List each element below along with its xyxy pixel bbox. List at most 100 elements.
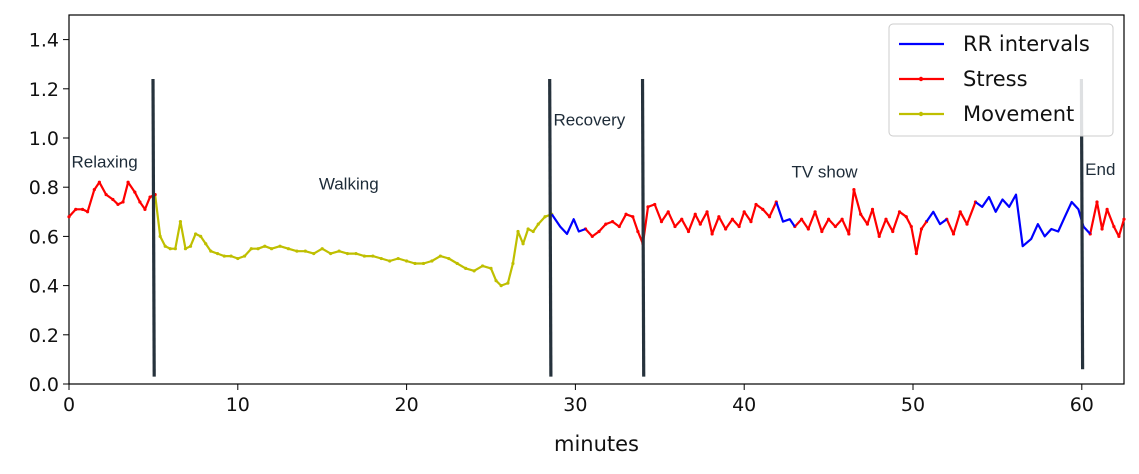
data-point-stress [126, 180, 130, 184]
data-point-stress [710, 232, 714, 236]
y-tick-label: 0.4 [29, 276, 59, 298]
data-point-stress [693, 212, 697, 216]
data-point-stress [847, 232, 851, 236]
data-point-movement [472, 269, 476, 273]
data-point-stress [870, 207, 875, 211]
series-line-stress [1089, 200, 1126, 238]
data-point-stress [852, 188, 856, 192]
data-point-movement [447, 256, 451, 261]
data-point-movement [312, 252, 316, 256]
data-point-stress [833, 224, 837, 229]
data-point-stress [104, 192, 108, 197]
data-point-movement [526, 227, 530, 231]
data-point-movement [396, 256, 400, 261]
data-point-stress [909, 224, 913, 229]
data-point-stress [597, 229, 601, 234]
data-point-movement [263, 244, 267, 248]
data-point-movement [242, 254, 247, 258]
legend-label-stress: Stress [963, 67, 1028, 91]
data-point-stress [827, 217, 831, 221]
data-point-movement [329, 252, 333, 256]
data-point-movement [371, 254, 375, 258]
data-point-stress [754, 202, 758, 207]
series-line-stress [945, 201, 977, 235]
data-point-stress [737, 224, 741, 229]
data-point-movement [511, 261, 515, 266]
legend-label-movement: Movement [963, 102, 1074, 126]
data-point-stress [74, 207, 78, 211]
legend-marker-movement [918, 111, 924, 117]
data-point-movement [413, 261, 417, 266]
data-point-movement [379, 256, 383, 261]
data-point-movement [236, 256, 240, 261]
data-point-stress [914, 252, 918, 256]
data-point-stress [143, 207, 147, 211]
data-point-movement [215, 252, 220, 256]
y-tick-label: 0.0 [29, 374, 59, 396]
x-axis-title: minutes [554, 432, 639, 456]
series-line-rr-intervals [775, 201, 796, 228]
phase-label-recovery: Recovery [553, 111, 625, 130]
data-point-movement [269, 247, 274, 251]
x-tick-label: 40 [732, 394, 756, 416]
data-point-movement [158, 234, 162, 238]
data-point-stress [590, 234, 594, 238]
data-point-stress [617, 224, 621, 229]
data-point-stress [636, 229, 640, 234]
data-point-movement [204, 242, 208, 246]
legend-label-rr-intervals: RR intervals [963, 32, 1090, 56]
phase-label-tv-show: TV show [791, 162, 858, 181]
data-point-movement [430, 259, 434, 263]
data-point-movement [421, 261, 426, 266]
data-point-movement [516, 229, 520, 234]
data-point-stress [116, 202, 120, 207]
data-point-movement [286, 247, 291, 251]
data-point-stress [884, 217, 888, 221]
data-point-movement [494, 279, 498, 283]
phase-marker-line [151, 78, 156, 377]
data-point-stress [92, 188, 96, 192]
data-point-movement [168, 247, 172, 251]
data-point-movement [194, 232, 198, 236]
data-point-stress [610, 220, 615, 224]
data-point-stress [121, 200, 125, 204]
series-lines [67, 180, 1126, 288]
x-tick-label: 10 [226, 394, 250, 416]
data-point-movement [489, 266, 493, 270]
data-point-stress [1112, 224, 1116, 229]
data-point-movement [229, 254, 233, 258]
data-point-stress [673, 224, 677, 229]
data-point-movement [521, 242, 525, 246]
data-point-stress [1122, 217, 1126, 221]
data-point-stress [138, 200, 142, 204]
data-point-stress [666, 210, 670, 214]
y-tick-label: 0.2 [29, 325, 59, 347]
data-point-stress [653, 202, 657, 207]
axes: 0 10 20 30 40 50 60 0.0 0.2 0.4 0.6 0.8 1.0 1.2 1.4 min… [29, 14, 1125, 456]
data-point-movement [256, 247, 260, 251]
data-point-stress [85, 210, 90, 214]
phase-label-end: End [1085, 160, 1115, 179]
data-point-movement [178, 220, 183, 224]
data-point-stress [717, 215, 721, 219]
data-point-movement [480, 264, 485, 268]
data-point-stress [749, 220, 753, 224]
plot-frame [68, 14, 1125, 385]
data-point-movement [531, 229, 535, 234]
data-point-movement [345, 252, 350, 256]
series-line-rr-intervals [550, 213, 586, 235]
data-point-movement [543, 215, 547, 219]
data-point-movement [438, 254, 442, 258]
data-point-stress [730, 217, 734, 221]
data-point-stress [965, 222, 969, 226]
data-point-movement [209, 249, 213, 253]
x-tick-label: 50 [901, 394, 925, 416]
phase-label-relaxing: Relaxing [72, 153, 138, 172]
data-point-stress [680, 217, 684, 221]
y-tick-label: 1.2 [29, 79, 59, 101]
series-line-rr-intervals [925, 210, 948, 226]
series-line-stress [793, 188, 928, 255]
data-point-stress [767, 215, 772, 219]
